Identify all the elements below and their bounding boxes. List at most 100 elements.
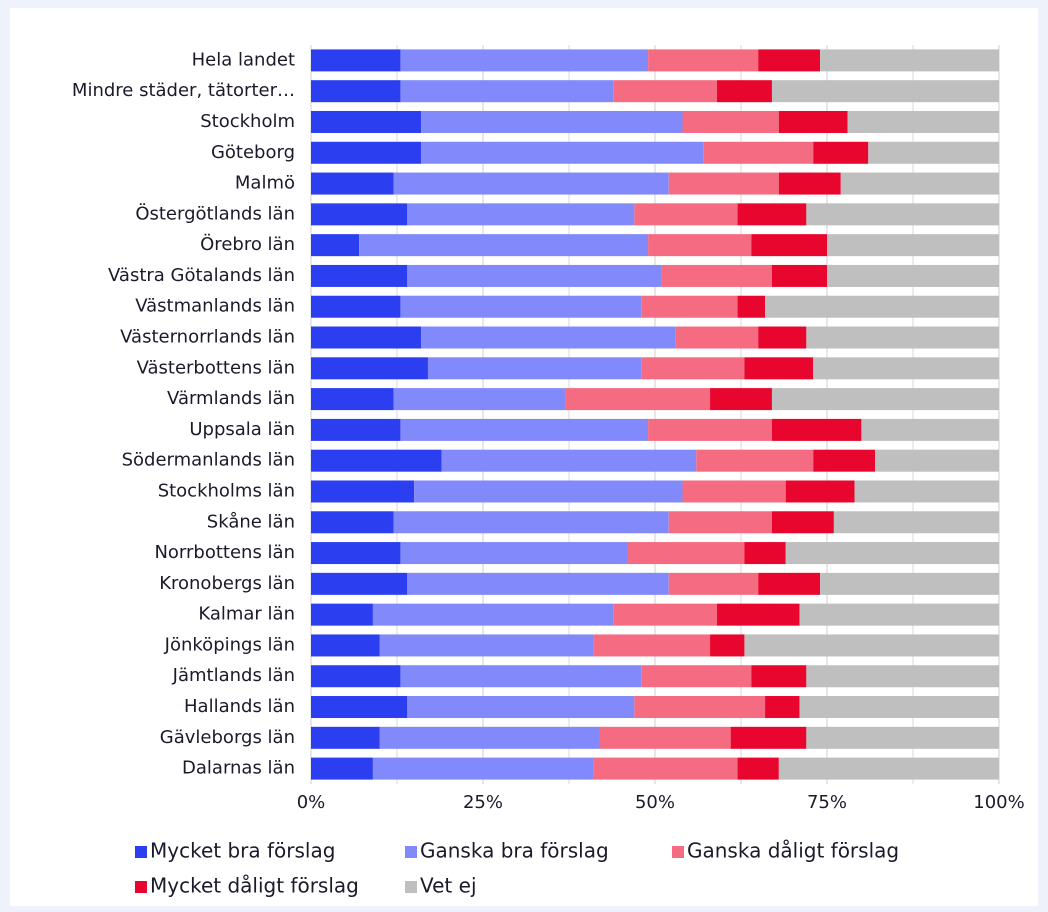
legend-swatch	[405, 846, 417, 858]
bar-segment	[441, 449, 697, 472]
bar-segment	[778, 110, 848, 133]
bar-segment	[400, 542, 628, 565]
bar-segment	[407, 203, 635, 226]
bar-segment	[311, 572, 408, 595]
bar-segment	[806, 726, 999, 749]
bar-segment	[648, 234, 752, 257]
bar-segment	[854, 480, 999, 503]
bar-segment	[703, 141, 814, 164]
bar-segment	[710, 388, 772, 411]
bar-segment	[311, 326, 422, 349]
bar-segment	[799, 603, 999, 626]
bar-segment	[427, 357, 642, 380]
bar-segment	[820, 49, 999, 72]
x-tick-label: 75%	[807, 792, 847, 813]
bar-segment	[311, 357, 428, 380]
x-tick-label: 25%	[463, 792, 503, 813]
bar-segment	[806, 203, 999, 226]
bar-segment	[311, 665, 401, 688]
bar-segment	[311, 696, 408, 719]
bar-segment	[634, 203, 738, 226]
bar-segment	[765, 295, 999, 318]
bar-segment	[311, 634, 380, 657]
bar-segment	[599, 726, 731, 749]
bar-segment	[813, 357, 999, 380]
bar-segment	[827, 234, 999, 257]
bar-segment	[400, 80, 614, 103]
legend-label: Vet ej	[420, 874, 477, 898]
y-tick-label: Kronobergs län	[159, 573, 295, 594]
bar-segment	[407, 696, 635, 719]
y-tick-label: Hela landet	[192, 49, 295, 70]
y-tick-label: Södermanlands län	[122, 450, 295, 471]
bar-segment	[758, 572, 821, 595]
bar-segment	[875, 449, 999, 472]
y-tick-label: Gävleborgs län	[160, 727, 295, 748]
bar-segment	[737, 203, 807, 226]
bar-segment	[311, 418, 401, 441]
bar-segment	[311, 295, 401, 318]
bar-segment	[813, 141, 869, 164]
bar-segment	[421, 110, 683, 133]
bar-segment	[379, 726, 600, 749]
bar-segment	[627, 542, 745, 565]
bar-segment	[730, 726, 807, 749]
bar-segment	[593, 634, 711, 657]
bar-segment	[393, 511, 669, 534]
bar-segment	[648, 49, 759, 72]
bar-segment	[771, 80, 999, 103]
legend-label: Mycket bra förslag	[150, 839, 335, 863]
bar-segment	[758, 49, 821, 72]
bar-segment	[785, 542, 999, 565]
y-tick-label: Dalarnas län	[182, 758, 295, 779]
bar-segment	[716, 80, 772, 103]
bar-segment	[648, 418, 772, 441]
bar-segment	[778, 172, 841, 195]
bar-segment	[827, 264, 999, 287]
bar-segment	[806, 665, 999, 688]
bar-segment	[765, 696, 800, 719]
y-tick-label: Stockholms län	[158, 480, 295, 501]
y-tick-label: Västmanlands län	[135, 296, 295, 317]
bar-segment	[379, 634, 594, 657]
bar-segment	[696, 449, 814, 472]
bar-segment	[675, 326, 759, 349]
bar-segment	[311, 234, 360, 257]
bar-segment	[400, 418, 649, 441]
bar-segment	[778, 757, 999, 780]
bar-segment	[311, 110, 422, 133]
y-tick-label: Västernorrlands län	[120, 327, 295, 348]
bar-segment	[710, 634, 745, 657]
bar-segment	[806, 326, 999, 349]
legend-swatch	[405, 881, 417, 893]
bar-segment	[311, 511, 394, 534]
bar-segment	[393, 388, 566, 411]
bar-segment	[311, 726, 380, 749]
x-tick-label: 50%	[635, 792, 675, 813]
y-tick-label: Kalmar län	[198, 604, 295, 625]
bar-segment	[634, 696, 766, 719]
bar-segment	[593, 757, 738, 780]
bar-segment	[716, 603, 800, 626]
bar-segment	[661, 264, 772, 287]
bar-segment	[414, 480, 683, 503]
y-tick-label: Västerbottens län	[137, 357, 295, 378]
y-tick-label: Malmö	[235, 173, 295, 194]
bar-segment	[840, 172, 999, 195]
bar-segment	[785, 480, 855, 503]
legend-label: Ganska dåligt förslag	[687, 839, 899, 863]
bar-segment	[682, 480, 786, 503]
bar-segment	[744, 542, 786, 565]
legend-label: Ganska bra förslag	[420, 839, 609, 863]
bar-segment	[311, 603, 373, 626]
y-tick-label: Uppsala län	[189, 419, 295, 440]
y-tick-label: Jönköpings län	[164, 634, 295, 655]
bar-segment	[407, 572, 669, 595]
y-tick-label: Västra Götalands län	[108, 265, 295, 286]
legend-label: Mycket dåligt förslag	[150, 874, 359, 898]
bar-segment	[682, 110, 779, 133]
bar-segment	[641, 295, 738, 318]
bar-segment	[771, 511, 834, 534]
bar-segment	[668, 572, 759, 595]
